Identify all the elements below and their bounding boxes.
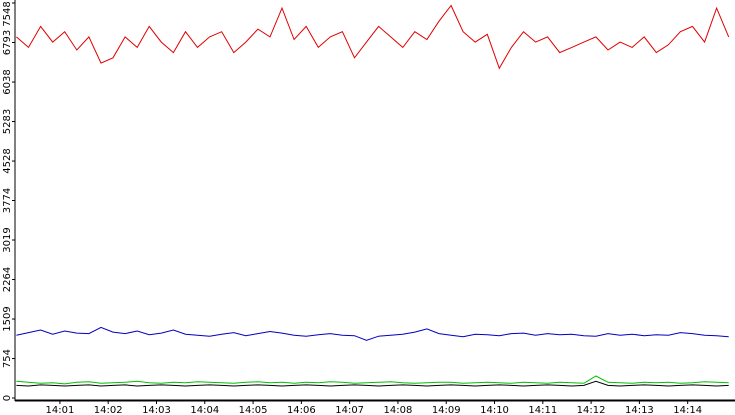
y-tick-label: 5283 (2, 109, 13, 134)
x-tick-label: 14:03 (142, 405, 171, 415)
series-line (16, 375, 729, 385)
y-tick-label: 6038 (2, 69, 13, 94)
y-tick-label: 0 (2, 395, 13, 401)
y-tick-label: 754 (2, 349, 13, 368)
x-tick-label: 14:08 (384, 405, 413, 415)
y-tick-label: 6793 (2, 30, 13, 55)
x-tick-label: 14:14 (673, 405, 702, 415)
y-tick-label: 3019 (2, 227, 13, 252)
series-line (16, 326, 729, 341)
x-tick-label: 14:01 (45, 405, 74, 415)
x-tick-label: 14:02 (94, 405, 123, 415)
x-tick-label: 14:09 (432, 405, 461, 415)
x-tick-label: 14:05 (239, 405, 268, 415)
x-tick-label: 14:13 (625, 405, 654, 415)
x-tick-label: 14:06 (287, 405, 316, 415)
y-tick-label: 2264 (2, 267, 13, 292)
x-tick-label: 14:10 (480, 405, 509, 415)
y-tick-label: 4528 (2, 148, 13, 173)
x-tick-label: 14:07 (335, 405, 364, 415)
x-tick-label: 14:04 (190, 405, 219, 415)
x-tick-label: 14:11 (528, 405, 557, 415)
series-line (16, 380, 729, 387)
series-line (16, 4, 730, 70)
x-tick-label: 14:12 (577, 405, 606, 415)
y-tick-label: 3774 (2, 188, 13, 213)
y-tick-label: 1509 (2, 306, 13, 331)
y-tick-label: 7548 (2, 1, 13, 26)
